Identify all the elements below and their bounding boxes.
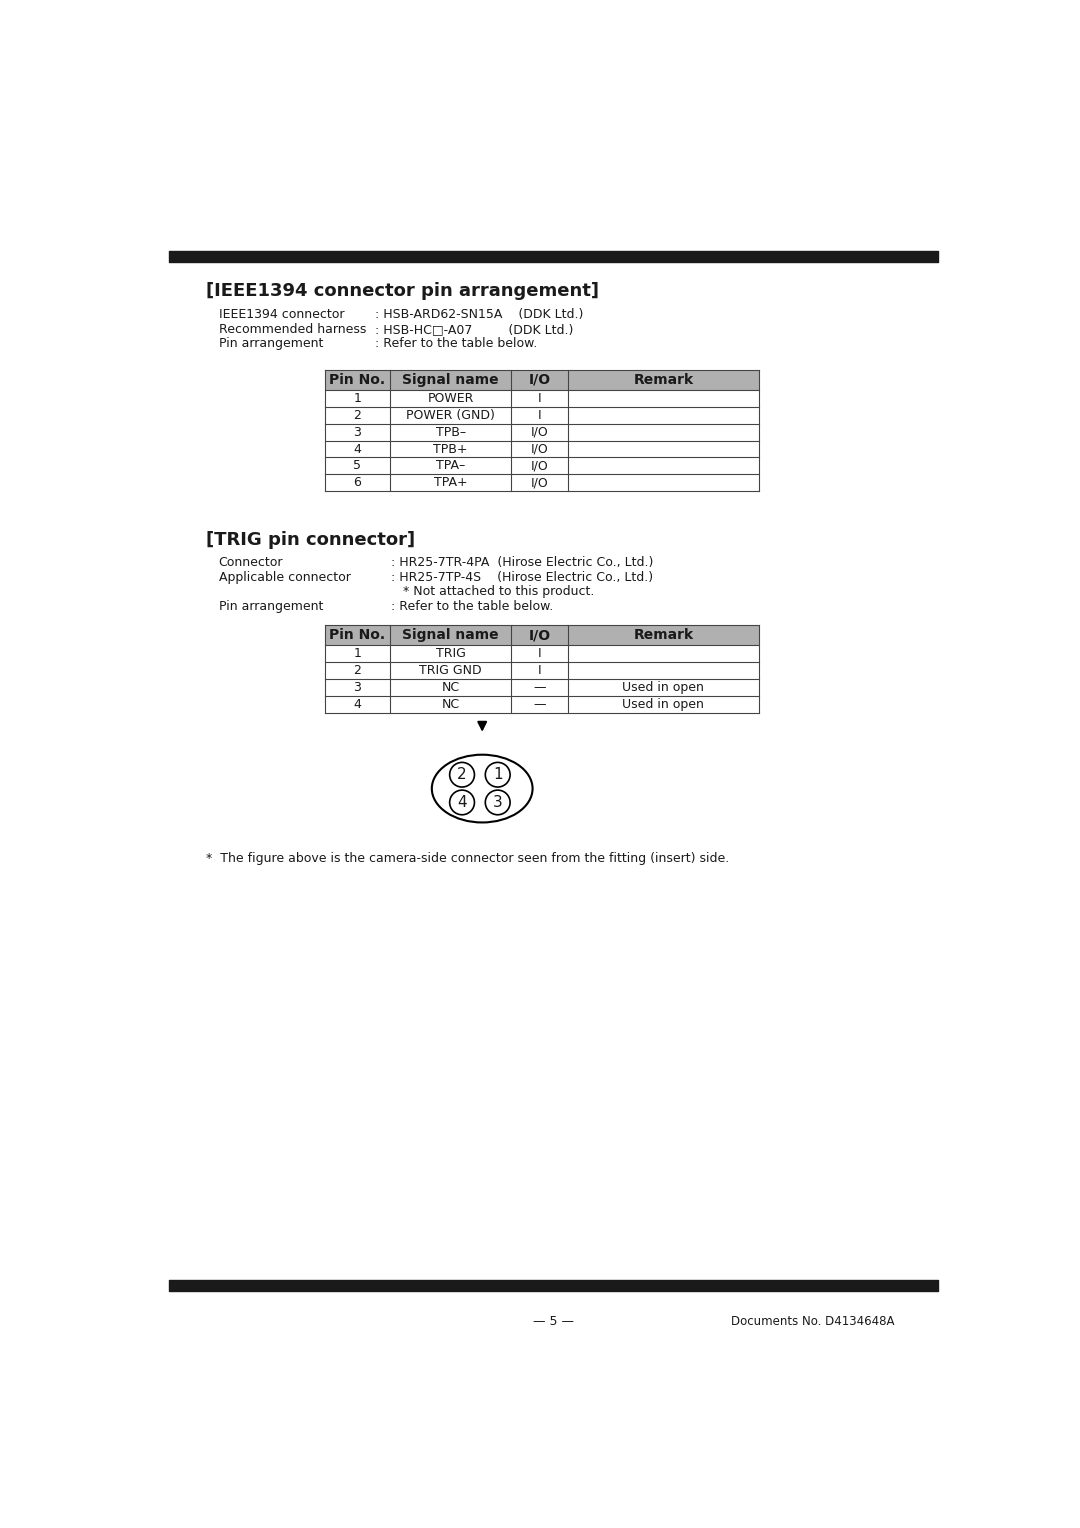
Text: : Refer to the table below.: : Refer to the table below. (391, 601, 553, 613)
Text: : Refer to the table below.: : Refer to the table below. (375, 338, 538, 350)
Bar (325, 406, 759, 423)
Text: — 5 —: — 5 — (534, 1316, 573, 1328)
Text: Pin arrangement: Pin arrangement (218, 338, 323, 350)
Bar (325, 457, 759, 474)
Text: 2: 2 (353, 408, 362, 422)
Text: 4: 4 (353, 698, 362, 711)
Bar (325, 625, 759, 645)
Text: I: I (538, 391, 541, 405)
Text: Signal name: Signal name (403, 373, 499, 387)
Text: Used in open: Used in open (622, 698, 704, 711)
Text: Remark: Remark (633, 628, 693, 642)
Bar (325, 662, 759, 680)
Text: I/O: I/O (528, 373, 551, 387)
Text: 1: 1 (492, 767, 502, 782)
Text: Remark: Remark (633, 373, 693, 387)
Text: 1: 1 (353, 648, 362, 660)
Bar (325, 474, 759, 492)
Text: I/O: I/O (531, 426, 549, 439)
Bar (325, 370, 759, 390)
Bar (325, 645, 759, 662)
Text: : HR25-7TP-4S    (Hirose Electric Co., Ltd.): : HR25-7TP-4S (Hirose Electric Co., Ltd.… (391, 570, 653, 584)
Text: IEEE1394 connector: IEEE1394 connector (218, 309, 345, 321)
Text: 2: 2 (457, 767, 467, 782)
Text: I/O: I/O (528, 628, 551, 642)
Text: TRIG: TRIG (436, 648, 465, 660)
Text: 3: 3 (353, 681, 362, 694)
Text: 5: 5 (353, 460, 362, 472)
Bar (325, 697, 759, 714)
Bar (325, 440, 759, 457)
Text: : HSB-ARD62-SN15A    (DDK Ltd.): : HSB-ARD62-SN15A (DDK Ltd.) (375, 309, 583, 321)
Text: 2: 2 (353, 665, 362, 677)
Text: NC: NC (442, 698, 460, 711)
Text: I: I (538, 665, 541, 677)
Text: I: I (538, 408, 541, 422)
Bar (325, 680, 759, 697)
Text: : HR25-7TR-4PA  (Hirose Electric Co., Ltd.): : HR25-7TR-4PA (Hirose Electric Co., Ltd… (391, 556, 653, 568)
Text: 6: 6 (353, 477, 362, 489)
Text: Used in open: Used in open (622, 681, 704, 694)
Text: * Not attached to this product.: * Not attached to this product. (391, 585, 594, 599)
Text: TPB+: TPB+ (433, 443, 468, 455)
Text: I/O: I/O (531, 477, 549, 489)
Bar (325, 423, 759, 440)
Text: Recommended harness: Recommended harness (218, 322, 366, 336)
Text: Signal name: Signal name (403, 628, 499, 642)
Text: NC: NC (442, 681, 460, 694)
Text: 3: 3 (353, 426, 362, 439)
Bar (325, 390, 759, 406)
Text: *  The figure above is the camera-side connector seen from the fitting (insert) : * The figure above is the camera-side co… (206, 851, 730, 865)
Text: TRIG GND: TRIG GND (419, 665, 482, 677)
Text: I: I (538, 648, 541, 660)
Text: I/O: I/O (531, 443, 549, 455)
Text: : HSB-HC□-A07         (DDK Ltd.): : HSB-HC□-A07 (DDK Ltd.) (375, 322, 573, 336)
Text: Pin No.: Pin No. (329, 628, 386, 642)
Text: I/O: I/O (531, 460, 549, 472)
Text: Pin No.: Pin No. (329, 373, 386, 387)
Text: POWER (GND): POWER (GND) (406, 408, 495, 422)
Text: 4: 4 (353, 443, 362, 455)
Text: [IEEE1394 connector pin arrangement]: [IEEE1394 connector pin arrangement] (206, 283, 599, 299)
Text: TPA+: TPA+ (434, 477, 468, 489)
Text: Pin arrangement: Pin arrangement (218, 601, 323, 613)
Text: TPA–: TPA– (436, 460, 465, 472)
Text: Documents No. D4134648A: Documents No. D4134648A (731, 1316, 894, 1328)
Text: Applicable connector: Applicable connector (218, 570, 351, 584)
Text: POWER: POWER (428, 391, 474, 405)
Text: 4: 4 (457, 795, 467, 810)
Text: [TRIG pin connector]: [TRIG pin connector] (206, 532, 416, 550)
Text: Connector: Connector (218, 556, 283, 568)
Text: —: — (534, 698, 546, 711)
Text: 1: 1 (353, 391, 362, 405)
Text: —: — (534, 681, 546, 694)
Text: 3: 3 (492, 795, 502, 810)
Text: TPB–: TPB– (435, 426, 465, 439)
